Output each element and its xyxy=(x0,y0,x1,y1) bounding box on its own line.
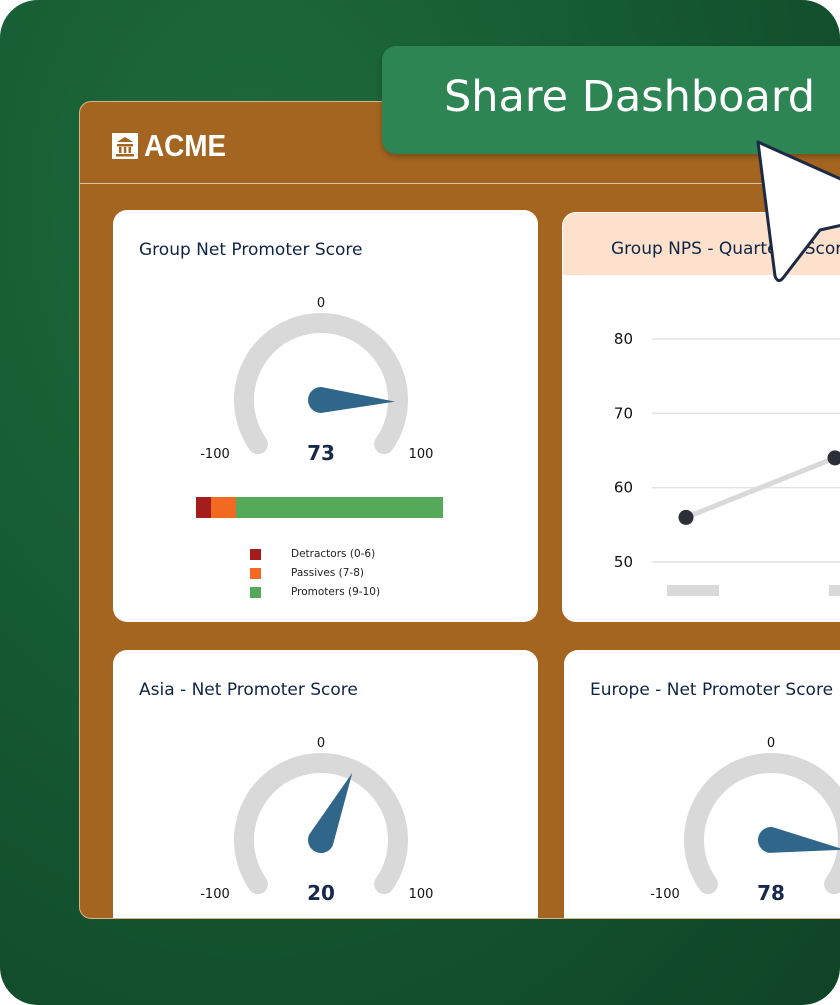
data-point xyxy=(827,450,840,466)
gauge-value: 78 xyxy=(757,881,785,905)
nps-breakdown-bar xyxy=(196,497,443,518)
logo-text: ACME xyxy=(144,128,227,163)
card-title: Europe - Net Promoter Score xyxy=(590,680,834,700)
gauge: 0 -100 100 73 xyxy=(200,296,434,465)
x-tick-label-placeholder xyxy=(829,585,840,596)
legend-label: Detractors (0-6) xyxy=(291,548,376,560)
line-chart: 80 70 60 50 xyxy=(614,330,840,596)
detractors-swatch xyxy=(250,548,261,560)
group-nps-card: Group Net Promoter Score Detractors (0-6… xyxy=(113,210,538,622)
gauge-needle xyxy=(758,827,840,853)
gauge: 0 -100 100 20 xyxy=(200,736,434,905)
gauge-top-label: 0 xyxy=(317,736,325,751)
gauge-min-label: -100 xyxy=(200,447,230,462)
gauge-max-label: 100 xyxy=(409,887,434,902)
x-tick-label-placeholder xyxy=(667,585,719,596)
gauge-needle xyxy=(308,387,395,413)
gauge-min-label: -100 xyxy=(650,887,680,902)
gauge-track xyxy=(684,753,840,895)
cursor-pointer-icon xyxy=(756,140,840,283)
dashboard-panel: ACME Group Net Promoter Score Detractors… xyxy=(79,101,840,919)
dashboard-header: ACME xyxy=(80,102,840,184)
logo: ACME xyxy=(112,128,235,164)
gauge-needle xyxy=(308,772,353,853)
gauge-value: 73 xyxy=(307,441,335,465)
gauge-track xyxy=(234,313,408,455)
y-tick-label: 50 xyxy=(614,553,633,571)
legend-label: Passives (7-8) xyxy=(291,567,364,579)
card-title: Group Net Promoter Score xyxy=(139,240,363,260)
share-dashboard-button[interactable]: Share Dashboard xyxy=(382,46,840,154)
gauge-track xyxy=(234,753,408,895)
data-point xyxy=(678,509,694,525)
y-tick-label: 60 xyxy=(614,479,633,497)
breakdown-segment xyxy=(235,497,443,518)
gauge-max-label: 100 xyxy=(409,447,434,462)
card-title: Asia - Net Promoter Score xyxy=(139,680,358,700)
series-line xyxy=(685,455,836,520)
asia-nps-card: Asia - Net Promoter Score 0 -100 100 20 xyxy=(113,650,538,918)
passives-swatch xyxy=(250,567,261,579)
promoters-swatch xyxy=(250,586,261,598)
share-dashboard-label: Share Dashboard xyxy=(444,72,816,122)
europe-nps-card: Europe - Net Promoter Score 0-10010078 xyxy=(564,650,840,918)
y-tick-label: 80 xyxy=(614,330,633,348)
y-tick-label: 70 xyxy=(614,404,633,422)
breakdown-segment xyxy=(196,497,211,518)
gauge-min-label: -100 xyxy=(200,887,230,902)
gauge-top-label: 0 xyxy=(317,296,325,311)
gauge-value: 20 xyxy=(307,881,335,905)
building-icon xyxy=(112,133,138,159)
breakdown-segment xyxy=(210,497,236,518)
gauge: 0-10010078 xyxy=(650,736,840,905)
legend-label: Promoters (9-10) xyxy=(291,586,381,598)
gauge-top-label: 0 xyxy=(767,736,775,751)
